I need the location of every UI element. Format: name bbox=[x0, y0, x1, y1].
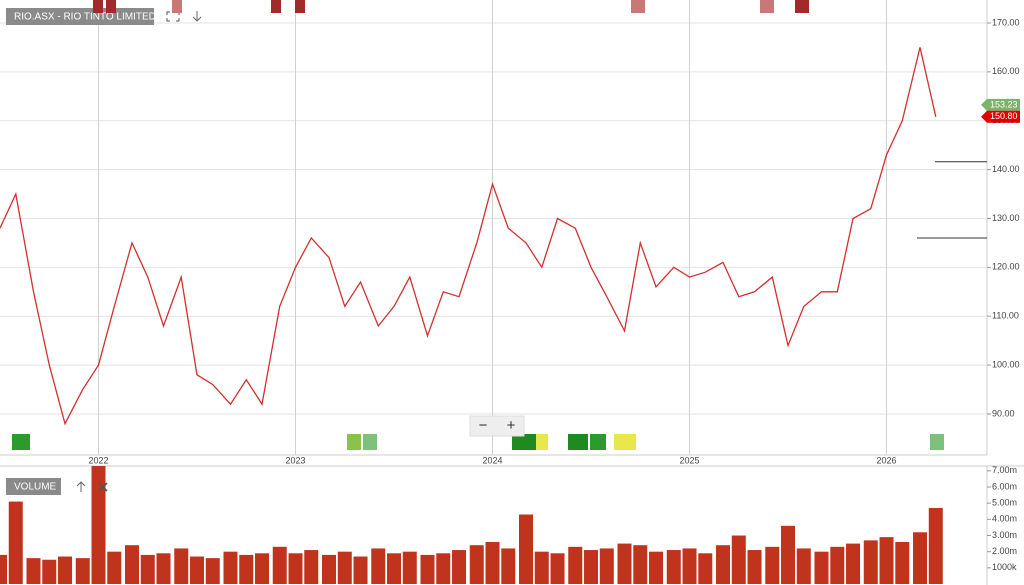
y-tick-label: 3.00m bbox=[992, 530, 1017, 540]
x-tick-label: 2023 bbox=[285, 455, 305, 465]
volume-bar bbox=[288, 553, 303, 584]
volume-bar bbox=[550, 553, 565, 584]
volume-bar bbox=[223, 551, 238, 584]
volume-bar bbox=[928, 508, 943, 584]
y-tick-label: 2.00m bbox=[992, 546, 1017, 556]
price-tag bbox=[981, 110, 1020, 123]
volume-bar bbox=[91, 466, 106, 584]
chart-title: RIO.ASX - RIO TINTO LIMITED bbox=[14, 12, 156, 23]
volume-bar bbox=[765, 546, 780, 584]
event-markers bbox=[12, 0, 944, 450]
close-icon[interactable] bbox=[98, 482, 108, 492]
volume-bar bbox=[716, 545, 731, 584]
y-tick-label: 90.00 bbox=[992, 408, 1015, 418]
y-tick-label: 100.00 bbox=[992, 359, 1020, 369]
volume-bar bbox=[731, 535, 746, 584]
volume-bar bbox=[485, 541, 500, 584]
volume-bar bbox=[0, 554, 7, 584]
volume-bar bbox=[140, 554, 155, 584]
volume-bar bbox=[599, 548, 614, 584]
volume-bar bbox=[190, 556, 205, 584]
y-tick-label: 5.00m bbox=[992, 498, 1017, 508]
y-tick-label: 110.00 bbox=[992, 311, 1019, 321]
volume-bar bbox=[814, 551, 829, 584]
volume-bar bbox=[322, 554, 336, 584]
volume-bar bbox=[107, 551, 122, 584]
volume-bar bbox=[830, 546, 845, 584]
volume-bar bbox=[863, 540, 878, 584]
volume-bar bbox=[895, 541, 910, 584]
volume-bar bbox=[469, 545, 484, 584]
volume-bar bbox=[633, 545, 648, 584]
volume-bar bbox=[879, 537, 894, 584]
price-tag-label: 150.80 bbox=[990, 111, 1018, 121]
x-tick-label: 2022 bbox=[88, 455, 108, 465]
volume-bar bbox=[26, 558, 41, 584]
move-down-icon[interactable] bbox=[192, 11, 202, 22]
volume-title-box bbox=[6, 478, 61, 495]
title-box bbox=[6, 8, 154, 25]
price-line bbox=[0, 47, 937, 426]
volume-bar bbox=[58, 556, 73, 584]
volume-bar bbox=[402, 551, 417, 584]
y-tick-label: 120.00 bbox=[992, 262, 1020, 272]
zoom-out-button[interactable]: − bbox=[479, 417, 488, 434]
zoom-in-button[interactable]: + bbox=[507, 417, 516, 434]
volume-bar bbox=[239, 554, 254, 584]
volume-bar bbox=[255, 553, 270, 584]
volume-bar bbox=[420, 554, 435, 584]
y-tick-label: 7.00m bbox=[992, 465, 1017, 475]
volume-bar bbox=[501, 548, 516, 584]
volume-bar bbox=[272, 546, 287, 584]
zoom-controls bbox=[469, 415, 525, 437]
volume-bar bbox=[156, 553, 171, 584]
y-tick-label: 130.00 bbox=[992, 213, 1020, 223]
x-tick-label: 2025 bbox=[680, 455, 700, 465]
volume-bar bbox=[846, 543, 861, 584]
volume-bar bbox=[796, 548, 811, 584]
volume-bar bbox=[666, 550, 681, 584]
volume-bar bbox=[174, 548, 189, 584]
volume-bar bbox=[519, 514, 534, 584]
volume-bar bbox=[452, 550, 467, 584]
y-tick-label: 4.00m bbox=[992, 514, 1017, 524]
volume-bar bbox=[304, 550, 319, 584]
volume-bar bbox=[534, 551, 549, 584]
volume-bar bbox=[568, 546, 583, 584]
x-tick-label: 2026 bbox=[877, 455, 897, 465]
volume-bar bbox=[649, 551, 664, 584]
volume-bar bbox=[205, 558, 220, 584]
volume-bar bbox=[371, 548, 386, 584]
volume-bar bbox=[124, 545, 139, 584]
x-tick-label: 2024 bbox=[482, 455, 502, 465]
volume-bar bbox=[913, 532, 928, 584]
fullscreen-icon[interactable] bbox=[166, 11, 180, 22]
volume-bar bbox=[682, 548, 697, 584]
volume-bar bbox=[42, 559, 57, 584]
volume-bar bbox=[337, 551, 352, 584]
volume-title: VOLUME bbox=[14, 482, 57, 493]
volume-bar bbox=[353, 556, 368, 584]
y-tick-label: 1000k bbox=[992, 562, 1017, 572]
volume-bar bbox=[387, 553, 402, 584]
price-tag bbox=[981, 98, 1020, 111]
volume-bar bbox=[75, 558, 90, 584]
volume-bar bbox=[8, 501, 23, 584]
y-tick-label: 170.00 bbox=[992, 17, 1020, 27]
volume-bar bbox=[781, 525, 796, 584]
y-tick-label: 140.00 bbox=[992, 164, 1020, 174]
volume-bar bbox=[584, 550, 599, 584]
price-tag-label: 153.23 bbox=[990, 99, 1018, 109]
move-up-icon[interactable] bbox=[76, 481, 86, 492]
volume-bar bbox=[698, 553, 713, 584]
volume-bar bbox=[617, 543, 632, 584]
y-tick-label: 160.00 bbox=[992, 66, 1020, 76]
y-tick-label: 6.00m bbox=[992, 481, 1017, 491]
volume-bar bbox=[747, 550, 762, 584]
volume-bar bbox=[436, 553, 451, 584]
